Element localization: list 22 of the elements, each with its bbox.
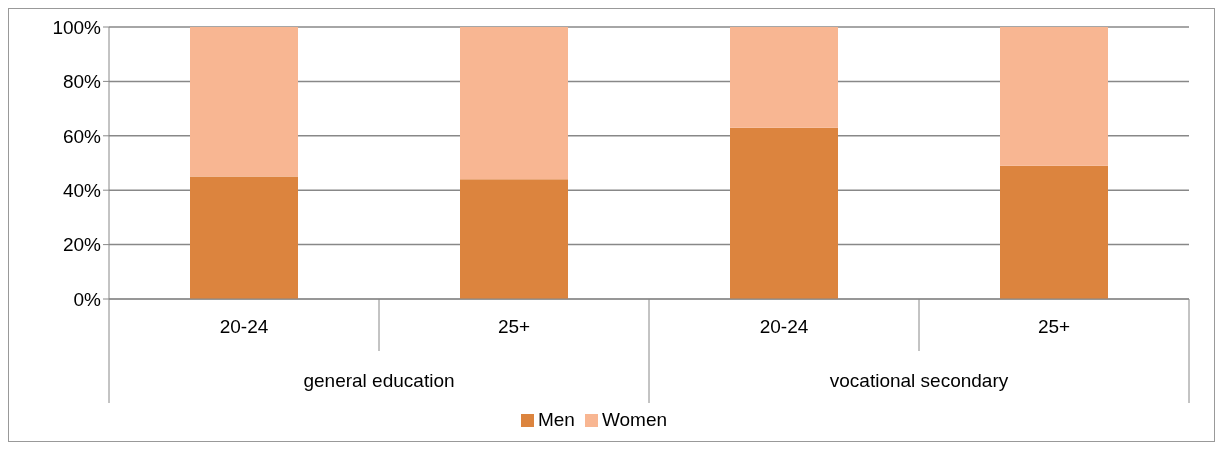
bar <box>1000 27 1108 166</box>
bar <box>460 179 568 299</box>
bar <box>730 27 838 128</box>
bar <box>730 127 838 299</box>
y-tick-label: 80% <box>62 71 102 93</box>
x-tick-label: 20-24 <box>219 316 269 337</box>
x-tick-label: 25+ <box>1037 316 1071 337</box>
x-tick-label: 25+ <box>497 316 531 337</box>
y-tick-label: 20% <box>62 234 102 256</box>
bar <box>1000 165 1108 299</box>
text: vocational secondary <box>829 370 1009 391</box>
text: general education <box>303 370 455 391</box>
y-tick-label: 0% <box>73 288 102 310</box>
y-tick-label: 100% <box>52 16 102 38</box>
legend-label: Men <box>537 409 575 430</box>
y-tick-label: 60% <box>62 125 102 147</box>
x-tick-label: 20-24 <box>759 316 809 337</box>
bar <box>190 176 298 299</box>
legend-label: Women <box>601 409 668 430</box>
bar <box>460 27 568 180</box>
y-tick-label: 40% <box>62 179 102 201</box>
bar <box>190 27 298 177</box>
